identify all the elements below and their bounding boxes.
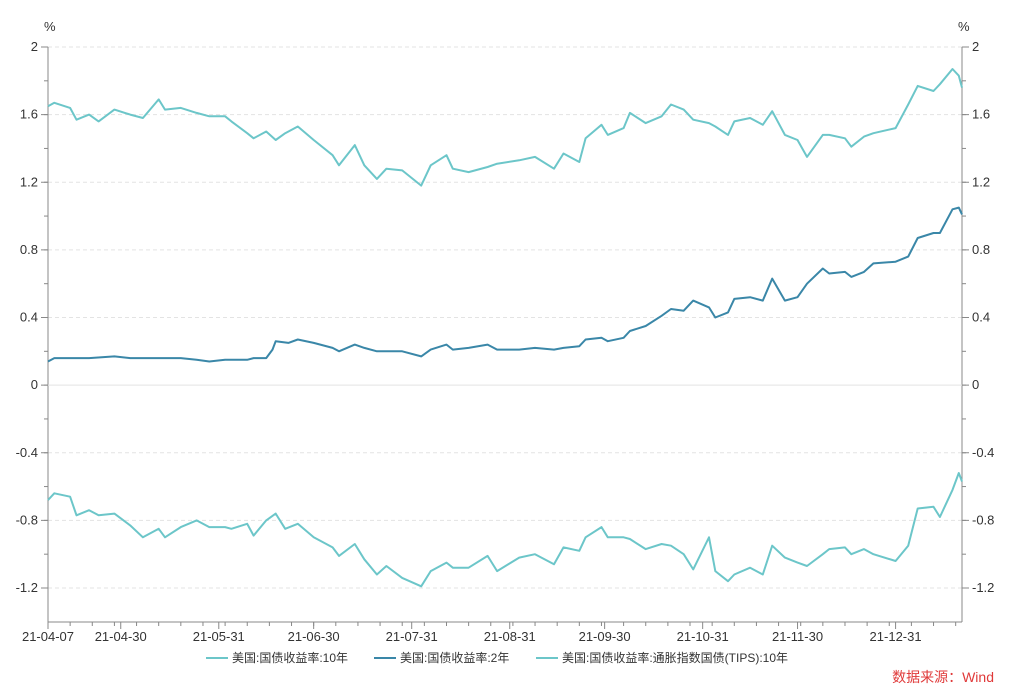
x-tick-label: 21-04-07: [22, 629, 74, 644]
source-note: 数据来源：Wind: [892, 669, 994, 685]
y-unit-right: %: [958, 19, 970, 34]
y-axis-left: 2 1.6 1.2 0.8 0.4 0 -0.4 -0.8 -1.2: [16, 39, 48, 595]
y-tick-label-right: 0.8: [972, 242, 990, 257]
y-tick-label-right: 2: [972, 39, 979, 54]
y-axis-right: 2 1.6 1.2 0.8 0.4 0 -0.4 -0.8 -1.2: [962, 39, 994, 595]
y-tick-label-left: 0: [31, 377, 38, 392]
y-tick-label-right: -1.2: [972, 580, 994, 595]
y-tick-label-right: 1.6: [972, 107, 990, 122]
y-tick-label-left: -0.8: [16, 512, 38, 527]
series-line-0: [47, 68, 963, 187]
x-tick-label: 21-12-31: [870, 629, 922, 644]
x-tick-label: 21-04-30: [95, 629, 147, 644]
series-lines: [47, 68, 963, 588]
y-tick-label-left: -0.4: [16, 445, 38, 460]
y-tick-label-left: 2: [31, 39, 38, 54]
axes: [47, 47, 963, 623]
legend-label-2: 美国:国债收益率:通胀指数国债(TIPS):10年: [562, 650, 788, 665]
x-tick-label: 21-07-31: [386, 629, 438, 644]
x-tick-label: 21-10-31: [677, 629, 729, 644]
y-tick-label-left: 1.6: [20, 107, 38, 122]
x-tick-label: 21-11-30: [772, 629, 823, 644]
x-tick-label: 21-06-30: [288, 629, 340, 644]
series-line-1: [47, 206, 963, 363]
y-tick-label-right: 0: [972, 377, 979, 392]
x-tick-label: 21-05-31: [193, 629, 245, 644]
legend-label-0: 美国:国债收益率:10年: [232, 650, 348, 665]
x-tick-label: 21-08-31: [484, 629, 536, 644]
y-tick-label-left: -1.2: [16, 580, 38, 595]
series-line-2: [47, 472, 963, 588]
grid-lines: [48, 46, 962, 589]
y-tick-label-left: 0.8: [20, 242, 38, 257]
x-axis: 21-04-07 21-04-30 21-05-31 21-06-30 21-07-31…: [22, 622, 957, 644]
legend-label-1: 美国:国债收益率:2年: [400, 650, 509, 665]
x-tick-label: 21-09-30: [579, 629, 631, 644]
y-tick-label-right: 1.2: [972, 174, 990, 189]
y-tick-label-right: -0.4: [972, 445, 994, 460]
y-tick-label-right: 0.4: [972, 310, 990, 325]
y-tick-label-left: 0.4: [20, 310, 38, 325]
legend: 美国:国债收益率:10年 美国:国债收益率:2年 美国:国债收益率:通胀指数国债(T…: [206, 650, 788, 665]
y-unit-left: %: [44, 19, 56, 34]
y-tick-label-left: 1.2: [20, 174, 38, 189]
y-tick-label-right: -0.8: [972, 512, 994, 527]
